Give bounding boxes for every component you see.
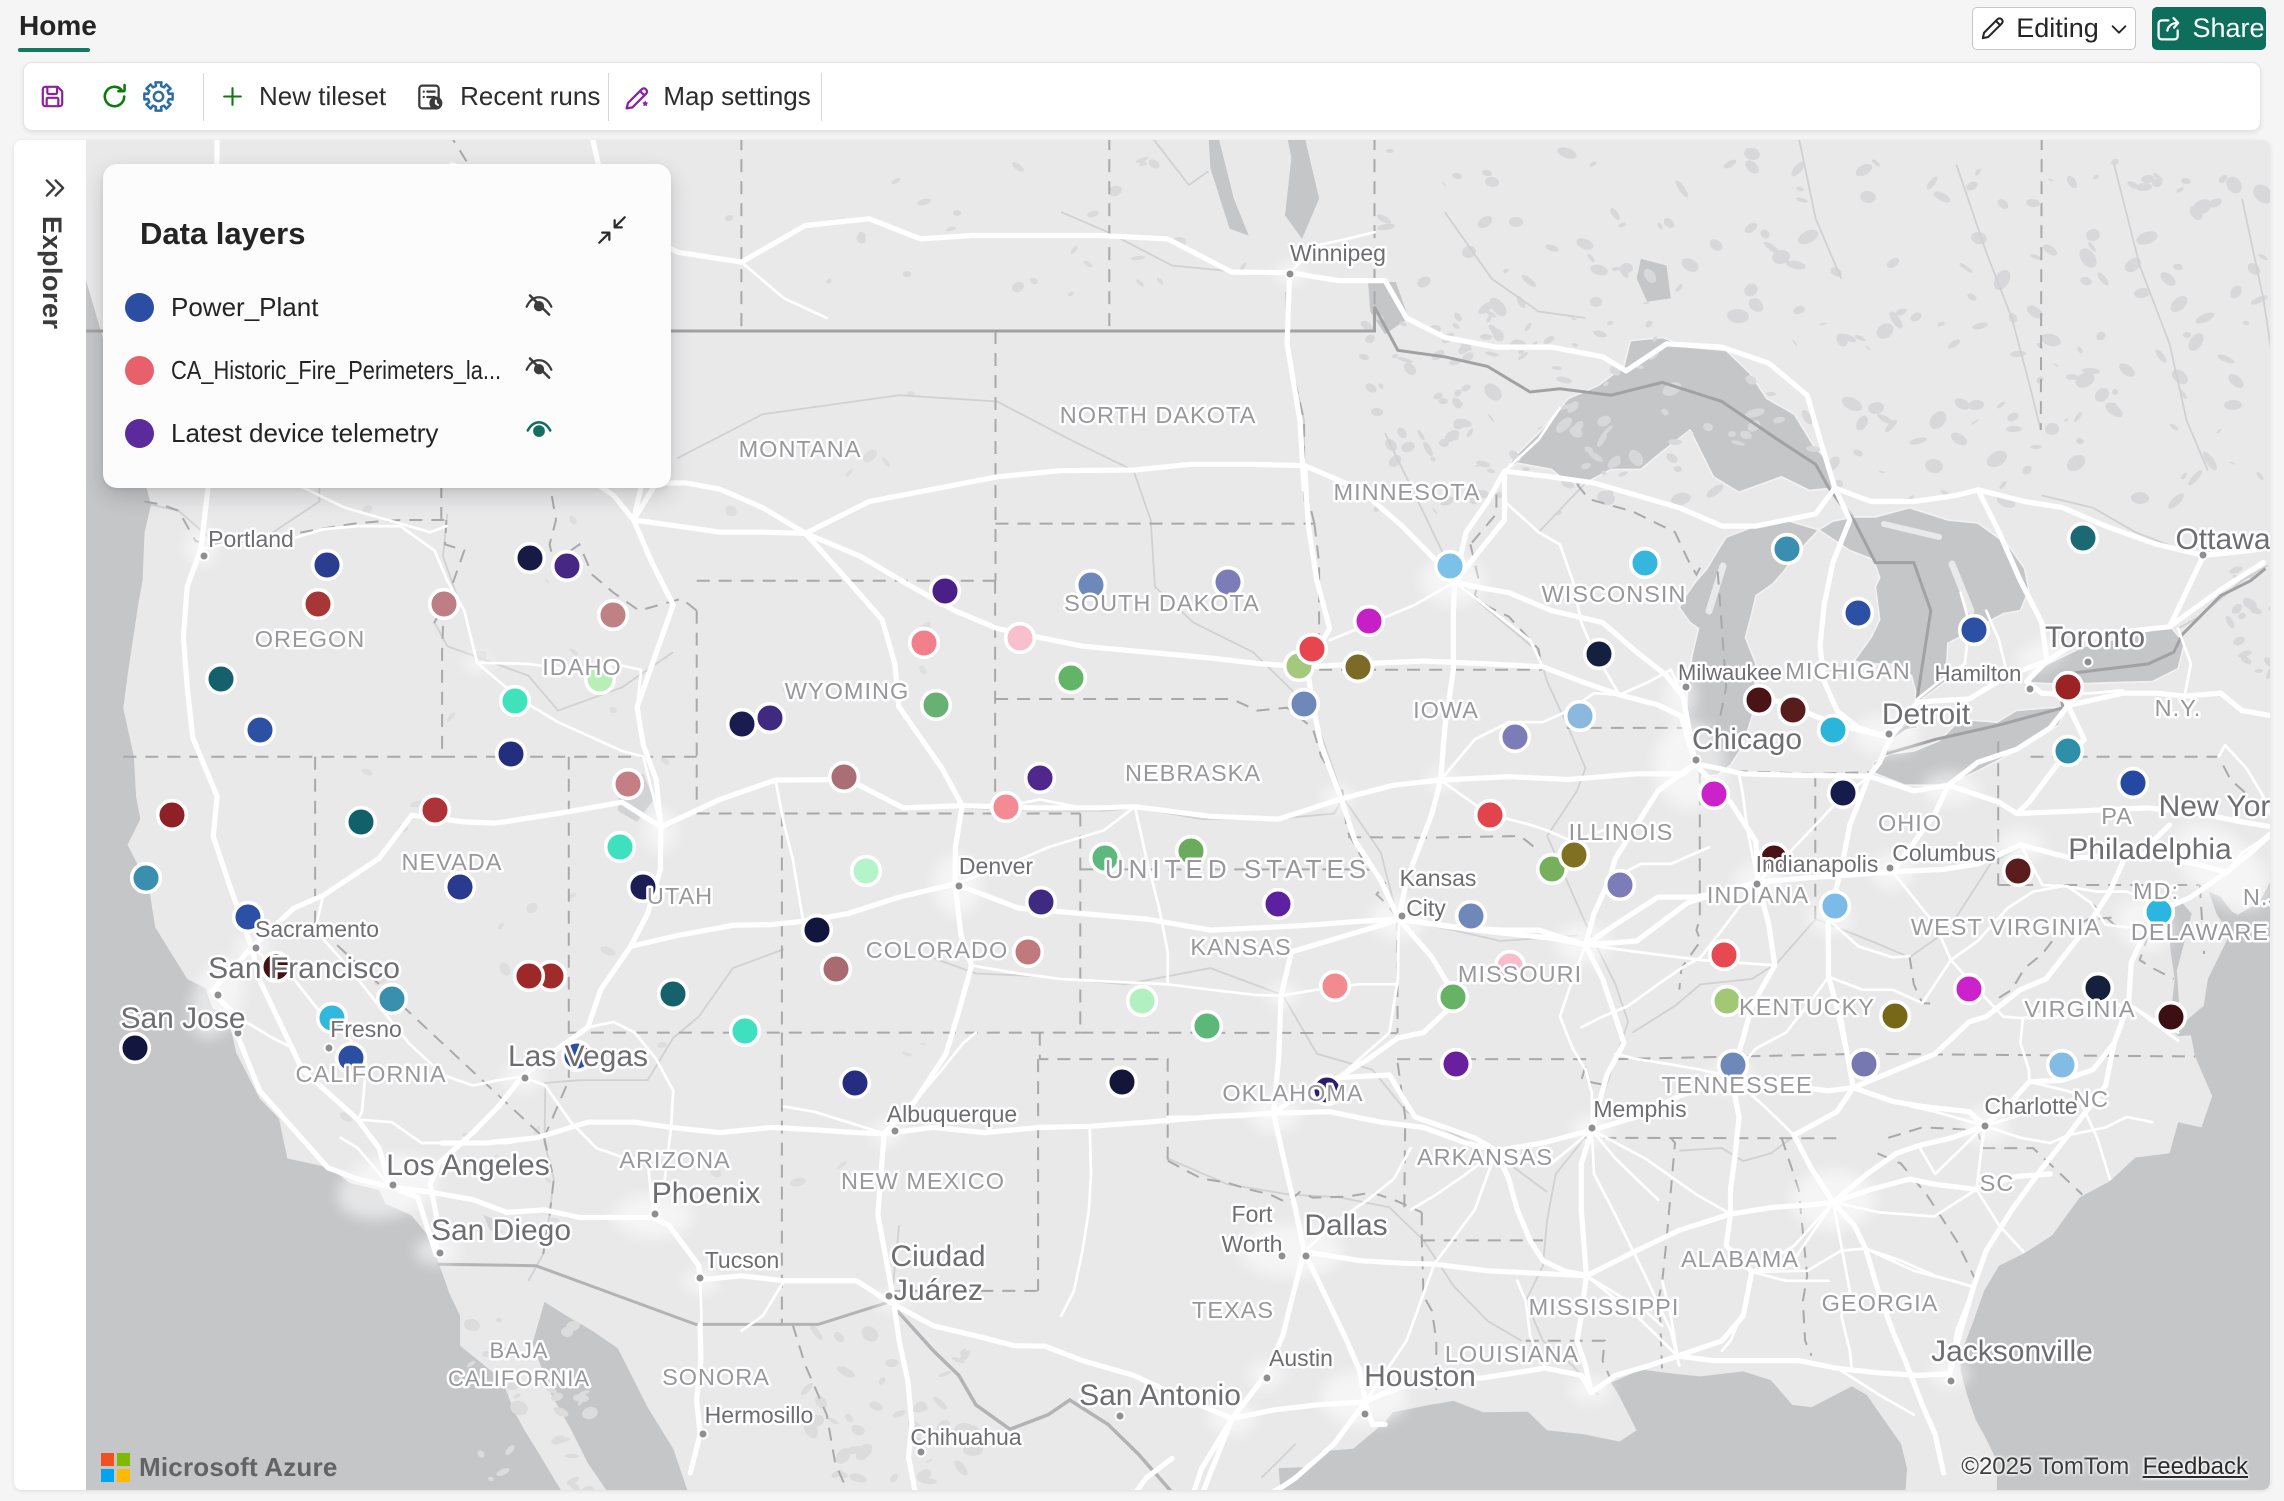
svg-text:San Jose: San Jose	[120, 1002, 245, 1035]
svg-text:San Diego: San Diego	[431, 1214, 571, 1247]
svg-text:City: City	[1406, 895, 1446, 921]
svg-text:Hermosillo: Hermosillo	[705, 1402, 814, 1428]
svg-text:ALABAMA: ALABAMA	[1681, 1246, 1799, 1272]
svg-text:WISCONSIN: WISCONSIN	[1542, 581, 1687, 607]
svg-text:SC: SC	[1980, 1170, 2015, 1196]
svg-text:Winnipeg: Winnipeg	[1290, 240, 1386, 266]
svg-text:Chicago: Chicago	[1692, 723, 1802, 756]
svg-text:KENTUCKY: KENTUCKY	[1739, 994, 1875, 1020]
svg-text:SOUTH DAKOTA: SOUTH DAKOTA	[1064, 590, 1260, 616]
svg-text:DELAWARE: DELAWARE	[2131, 919, 2269, 945]
svg-text:GEORGIA: GEORGIA	[1822, 1290, 1939, 1316]
svg-text:BAJA: BAJA	[489, 1338, 548, 1363]
svg-text:Portland: Portland	[208, 526, 294, 552]
svg-text:WEST VIRGINIA: WEST VIRGINIA	[1911, 914, 2101, 940]
svg-text:CALIFORNIA: CALIFORNIA	[295, 1061, 446, 1087]
svg-text:Ottawa: Ottawa	[2175, 523, 2270, 556]
svg-text:Fresno: Fresno	[330, 1016, 402, 1042]
svg-text:WYOMING: WYOMING	[785, 678, 910, 704]
svg-text:Fort: Fort	[1232, 1201, 1274, 1227]
svg-text:MONTANA: MONTANA	[739, 436, 862, 462]
svg-text:Milwaukee: Milwaukee	[1678, 660, 1782, 685]
svg-text:KANSAS: KANSAS	[1190, 934, 1291, 960]
svg-text:UTAH: UTAH	[647, 883, 713, 909]
svg-text:N.Y.: N.Y.	[2155, 695, 2202, 721]
svg-text:Denver: Denver	[959, 853, 1033, 879]
svg-text:IDAHO: IDAHO	[542, 654, 621, 680]
svg-text:CALIFORNIA: CALIFORNIA	[448, 1366, 590, 1391]
svg-text:San Antonio: San Antonio	[1079, 1379, 1241, 1412]
svg-text:PA: PA	[2101, 803, 2133, 829]
svg-text:MISSOURI: MISSOURI	[1458, 961, 1582, 987]
svg-text:COLORADO: COLORADO	[866, 937, 1009, 963]
svg-text:Los Angeles: Los Angeles	[386, 1149, 549, 1182]
svg-text:MICHIGAN: MICHIGAN	[1785, 658, 1911, 684]
svg-text:Ciudad: Ciudad	[890, 1240, 985, 1273]
svg-text:Las Vegas: Las Vegas	[508, 1040, 648, 1073]
svg-text:Tucson: Tucson	[705, 1247, 780, 1273]
svg-text:ARIZONA: ARIZONA	[619, 1147, 730, 1173]
svg-text:TEXAS: TEXAS	[1192, 1297, 1274, 1323]
svg-text:Sacramento: Sacramento	[255, 916, 379, 942]
svg-text:NORTH DAKOTA: NORTH DAKOTA	[1060, 402, 1257, 428]
svg-text:UNITED STATES: UNITED STATES	[1105, 854, 1371, 884]
svg-text:Chihuahua: Chihuahua	[910, 1424, 1021, 1450]
svg-text:VIRGINIA: VIRGINIA	[2024, 996, 2135, 1022]
svg-text:Austin: Austin	[1269, 1345, 1333, 1371]
svg-text:San Francisco: San Francisco	[208, 952, 400, 985]
svg-text:NC: NC	[2073, 1086, 2109, 1112]
svg-text:OHIO: OHIO	[1878, 810, 1942, 836]
svg-text:Albuquerque: Albuquerque	[887, 1101, 1017, 1127]
svg-text:LOUISIANA: LOUISIANA	[1445, 1341, 1579, 1367]
svg-text:TENNESSEE: TENNESSEE	[1661, 1072, 1812, 1098]
svg-text:Jacksonville: Jacksonville	[1931, 1335, 2093, 1368]
svg-text:Detroit: Detroit	[1882, 698, 1971, 731]
svg-text:Worth: Worth	[1222, 1231, 1283, 1257]
svg-text:MISSISSIPPI: MISSISSIPPI	[1529, 1294, 1680, 1320]
svg-text:Philadelphia: Philadelphia	[2068, 833, 2232, 866]
svg-text:IOWA: IOWA	[1413, 697, 1479, 723]
svg-text:Houston: Houston	[1364, 1360, 1476, 1393]
svg-text:Phoenix: Phoenix	[652, 1177, 760, 1210]
svg-text:MINNESOTA: MINNESOTA	[1334, 479, 1481, 505]
svg-text:OREGON: OREGON	[255, 626, 365, 652]
svg-text:New York: New York	[2159, 790, 2270, 823]
svg-text:Columbus: Columbus	[1892, 840, 1996, 866]
svg-text:Charlotte: Charlotte	[1984, 1093, 2077, 1119]
svg-text:Memphis: Memphis	[1593, 1096, 1686, 1122]
svg-text:Juárez: Juárez	[893, 1274, 983, 1307]
svg-text:Kansas: Kansas	[1400, 865, 1477, 891]
svg-text:Dallas: Dallas	[1304, 1209, 1387, 1242]
svg-text:ILLINOIS: ILLINOIS	[1569, 819, 1674, 845]
svg-text:Toronto: Toronto	[2045, 621, 2145, 654]
svg-text:Indianapolis: Indianapolis	[1756, 851, 1879, 877]
svg-text:NEW MEXICO: NEW MEXICO	[841, 1168, 1005, 1194]
svg-text:SONORA: SONORA	[662, 1364, 770, 1390]
svg-text:N.J: N.J	[2243, 884, 2270, 910]
svg-text:MD:: MD:	[2133, 878, 2179, 904]
svg-text:NEVADA: NEVADA	[402, 849, 503, 875]
svg-text:Hamilton: Hamilton	[1935, 661, 2022, 686]
svg-text:OKLAHOMA: OKLAHOMA	[1222, 1080, 1363, 1106]
svg-text:ARKANSAS: ARKANSAS	[1417, 1144, 1553, 1170]
svg-text:NEBRASKA: NEBRASKA	[1125, 760, 1261, 786]
